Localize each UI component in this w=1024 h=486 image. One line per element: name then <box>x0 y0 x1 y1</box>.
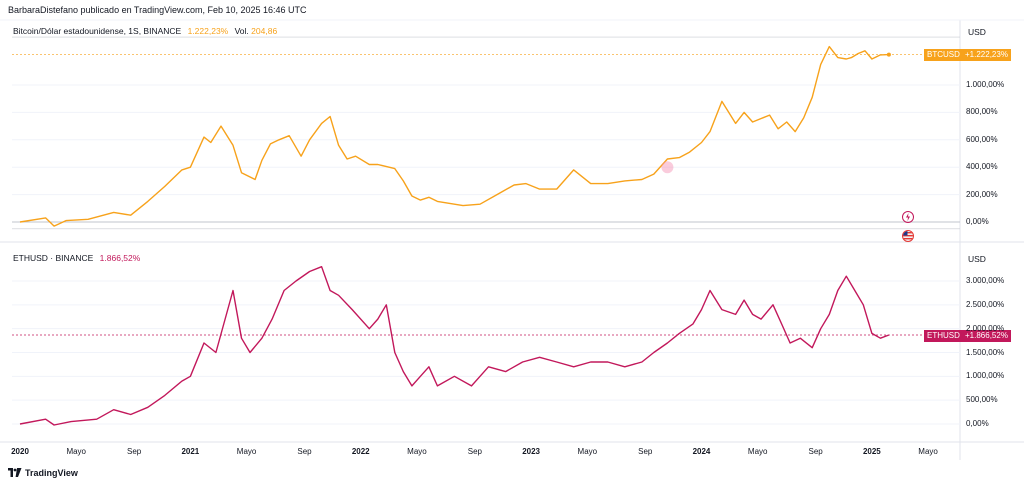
x-axis-tick: 2024 <box>692 447 711 456</box>
eth-y-tick: 2.000,00% <box>966 323 1005 333</box>
btc-legend: Bitcoin/Dólar estadounidense, 1S, BINANC… <box>13 26 277 36</box>
btc-price-tag-symbol: BTCUSD <box>924 49 963 61</box>
x-axis-tick: Mayo <box>577 447 598 456</box>
x-axis-tick: 2025 <box>862 447 881 456</box>
x-axis-tick: 2023 <box>522 447 541 456</box>
eth-y-tick: 500,00% <box>966 395 998 405</box>
btc-y-tick: 0,00% <box>966 217 989 226</box>
btc-volume-label: Vol. <box>234 26 249 36</box>
btc-y-tick: 400,00% <box>966 162 998 172</box>
btc-legend-change: 1.222,23% <box>187 26 229 36</box>
eth-price-tag-symbol: ETHUSD <box>924 330 963 342</box>
eth-y-tick: 1.500,00% <box>966 347 1005 357</box>
flash-icon[interactable] <box>902 211 914 223</box>
btc-price-tag-value: +1.222,23% <box>962 49 1011 61</box>
x-axis-tick: Mayo <box>236 447 257 456</box>
publisher-line: BarbaraDistefano publicado en TradingVie… <box>8 5 307 15</box>
eth-series-line <box>19 266 890 426</box>
tradingview-logo[interactable]: TradingView <box>8 468 78 478</box>
x-axis-tick: 2021 <box>181 447 200 456</box>
x-axis-tick: Sep <box>297 447 312 456</box>
eth-price-tag-value: +1.866,52% <box>962 330 1011 342</box>
eth-y-tick: 2.500,00% <box>966 299 1005 309</box>
btc-event-marker[interactable] <box>661 161 674 174</box>
eth-legend-change: 1.866,52% <box>99 253 141 263</box>
x-axis-tick: 2020 <box>11 447 29 456</box>
btc-last-point <box>886 52 891 57</box>
eth-legend: ETHUSD · BINANCE 1.866,52% <box>13 253 140 263</box>
tv-logo-icon <box>8 468 22 478</box>
btc-volume-value: 204,86 <box>251 26 278 36</box>
btc-legend-symbol: Bitcoin/Dólar estadounidense, 1S, BINANC… <box>13 26 182 36</box>
btc-series-line <box>19 45 889 227</box>
x-axis-tick: Sep <box>808 447 823 456</box>
x-axis-tick: Mayo <box>918 447 938 456</box>
eth-axis-unit: USD <box>968 254 986 264</box>
x-axis-tick: Sep <box>467 447 482 456</box>
x-axis-tick: Sep <box>638 447 653 456</box>
x-axis-tick: Mayo <box>407 447 427 456</box>
x-axis-tick: Mayo <box>66 447 86 456</box>
eth-y-tick: 1.000,00% <box>966 371 1005 381</box>
btc-y-tick: 800,00% <box>966 107 998 117</box>
eth-legend-symbol: ETHUSD · BINANCE <box>13 253 94 263</box>
x-axis-tick: Sep <box>127 447 142 456</box>
eth-y-tick: 0,00% <box>966 419 989 428</box>
eth-y-tick: 3.000,00% <box>966 276 1005 285</box>
btc-y-tick: 200,00% <box>966 189 998 199</box>
us-flag-icon[interactable] <box>902 230 914 242</box>
x-axis-tick: 2022 <box>351 447 370 456</box>
btc-y-tick: 600,00% <box>966 134 998 144</box>
btc-axis-unit: USD <box>968 27 986 37</box>
tradingview-brand: TradingView <box>25 468 78 478</box>
x-axis-tick: Mayo <box>747 447 768 456</box>
btc-y-tick: 1.000,00% <box>966 80 1005 89</box>
